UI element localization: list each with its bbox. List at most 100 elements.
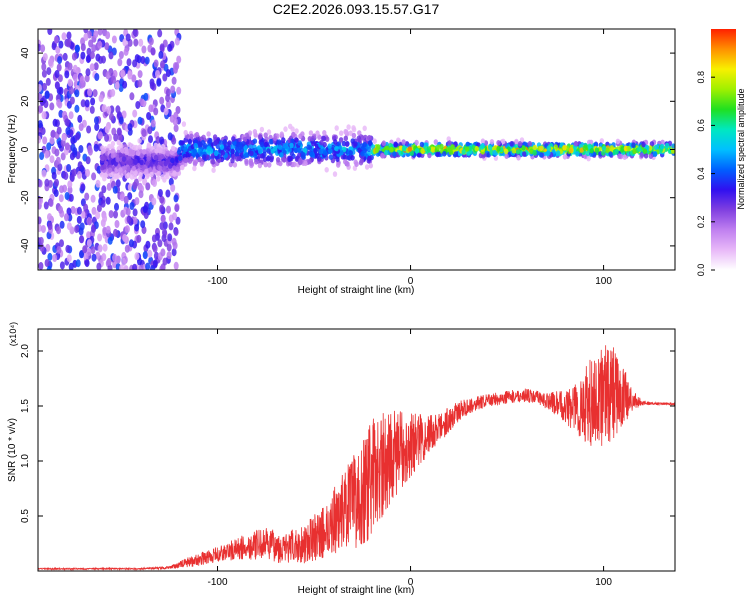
spectrogram-cell	[142, 177, 148, 186]
colorbar-tick-label: 0.0	[696, 264, 706, 277]
spectrogram-cell	[356, 135, 361, 142]
spectrogram-cell	[210, 153, 215, 159]
spectrogram-cell	[64, 118, 70, 127]
spectrogram-cell	[238, 144, 243, 151]
spectrogram-cell	[70, 136, 76, 145]
spectrogram-cell	[94, 123, 100, 131]
spectrogram-cell	[58, 86, 64, 95]
spectrogram-cell	[38, 120, 43, 129]
spectrogram-cell	[303, 160, 308, 167]
spectrogram-cell	[323, 150, 328, 156]
spectrogram-cell	[162, 73, 168, 82]
spectrogram-cell	[86, 125, 92, 134]
spectrogram-cell	[208, 137, 213, 144]
spectrogram-cell	[277, 144, 283, 151]
spectrogram-cell	[339, 130, 344, 136]
spectrogram-cell	[535, 150, 540, 156]
spectrogram-cell	[108, 210, 114, 219]
spectrogram-cell	[74, 225, 80, 234]
spectrogram-cell	[442, 151, 447, 157]
spectrogram-cell	[648, 153, 654, 159]
spectrogram-cell	[38, 135, 42, 144]
spectrogram-cell	[85, 156, 91, 165]
spectrogram-cell	[112, 185, 118, 194]
spectrogram-cell	[514, 138, 519, 145]
spectrogram-cell	[433, 139, 438, 145]
colorbar-label: Normalized spectral amplitude	[736, 88, 746, 209]
spectrogram-cell	[129, 92, 135, 101]
spectrogram-cell	[41, 111, 47, 120]
spectrogram-cell	[270, 148, 275, 154]
spectrogram-cell	[91, 224, 96, 233]
spectrogram-cell	[80, 210, 86, 219]
spectrogram-cell	[82, 245, 88, 254]
spectrogram-cell	[160, 214, 166, 223]
spectrogram-cell	[165, 189, 171, 198]
spectrogram-cell	[430, 146, 435, 152]
spectrogram-cell	[69, 174, 75, 183]
spectrogram-cell	[110, 140, 116, 147]
spectrogram-cell	[234, 151, 240, 158]
spectrogram-cell	[137, 138, 142, 144]
spectrogram-cell	[96, 262, 102, 270]
spectrogram-cell	[94, 73, 100, 81]
spectrogram-cell	[149, 161, 154, 167]
spectrogram-cell	[146, 156, 151, 162]
spectrogram-cell	[107, 236, 113, 245]
spectrogram-cell	[288, 123, 293, 130]
spectrogram-cell	[175, 166, 180, 173]
spectrogram-cell	[649, 141, 655, 147]
spectrogram-cell	[435, 151, 440, 158]
spectrogram-cell	[66, 31, 72, 40]
spectrogram-cell	[132, 216, 138, 225]
spectrogram-cell	[313, 147, 318, 154]
spectrogram-cell	[75, 132, 81, 141]
spectrogram-cell	[44, 178, 50, 187]
spectrogram-cell	[322, 130, 327, 136]
spectrogram-cell	[479, 144, 485, 150]
spectrogram-cell	[192, 165, 197, 172]
spectrogram-cell	[448, 149, 454, 155]
spectrogram-cell	[170, 157, 175, 164]
spectrogram-cell	[230, 148, 235, 155]
spectrogram-cell	[248, 160, 254, 166]
spectrogram-cell	[157, 147, 163, 154]
spectrogram-cell	[594, 147, 600, 153]
spectrogram-cell	[65, 127, 71, 135]
spectrogram-cell	[176, 55, 182, 64]
spectrogram-cell	[275, 157, 281, 163]
spectrogram-cell	[66, 254, 72, 263]
spectrogram-cell	[79, 235, 84, 244]
spectrogram-cell	[178, 155, 183, 161]
spectrogram-cell	[372, 138, 377, 144]
spectrogram-cells	[38, 29, 675, 270]
spectrogram-cell	[79, 250, 84, 259]
spectrogram-cell	[120, 69, 126, 78]
spectrogram-cell	[142, 205, 148, 214]
spectrogram-cell	[138, 38, 144, 47]
spectrogram-cell	[105, 71, 111, 80]
spectrogram-cell	[637, 146, 642, 152]
spectrogram-cell	[165, 69, 171, 78]
spectrogram-cell	[152, 179, 157, 187]
spectrogram-cell	[665, 142, 670, 149]
snr-y-tick-label: 2.0	[20, 344, 31, 358]
spectrogram-cell	[88, 39, 94, 48]
spectrogram-cell	[104, 125, 110, 134]
spectrogram-cell	[39, 243, 45, 252]
spectrogram-cell	[41, 62, 47, 71]
spectrogram-cell	[343, 128, 348, 135]
spectrogram-cell	[151, 234, 157, 243]
snr-panel: -100 0 100 0.5 1.0 1.5 2.0 (x10⁴) Height of s…	[7, 322, 676, 596]
spectrogram-cell	[46, 265, 52, 270]
spectrogram-cell	[101, 185, 107, 194]
spectrogram-cell	[116, 127, 122, 136]
spectrogram-cell	[381, 140, 386, 146]
spectrogram-cell	[153, 154, 159, 161]
spectrogram-cell	[626, 145, 631, 152]
spectrogram-cell	[118, 116, 124, 125]
spectrogram-cell	[167, 132, 173, 141]
spectrogram-cell	[141, 129, 147, 137]
spectrogram-cell	[170, 85, 176, 94]
spectrogram-cell	[353, 159, 358, 166]
